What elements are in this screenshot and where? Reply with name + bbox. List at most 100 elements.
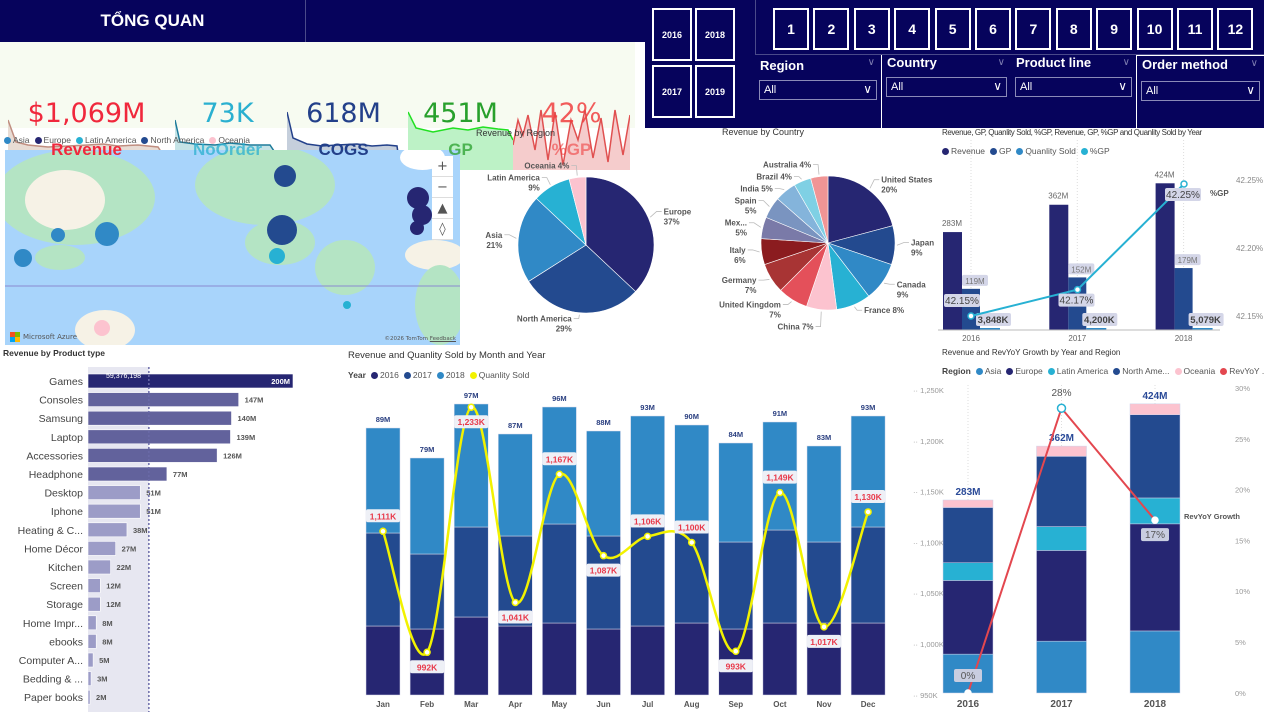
product-bar[interactable]: [87, 671, 92, 686]
region-slice[interactable]: [517, 198, 587, 282]
legend-item[interactable]: North America: [141, 135, 204, 145]
order-method-dropdown[interactable]: All ∨: [1141, 81, 1260, 101]
month-bar-2016[interactable]: [630, 625, 665, 696]
product-bar[interactable]: [87, 522, 128, 538]
feedback-link[interactable]: Feedback: [429, 336, 456, 342]
revenue-bar[interactable]: [1155, 183, 1175, 330]
month-bar-2017[interactable]: [718, 541, 754, 630]
product-bar[interactable]: [87, 410, 232, 426]
month-bar-2016[interactable]: [674, 622, 709, 696]
map-bubble-latin-america[interactable]: [269, 248, 285, 264]
region-bar-segment[interactable]: [942, 562, 994, 581]
month-bar-2017[interactable]: [762, 529, 798, 624]
month-button-6[interactable]: 6: [975, 8, 1011, 50]
month-button-9[interactable]: 9: [1096, 8, 1133, 50]
month-bar-2018[interactable]: [630, 415, 665, 528]
region-bar-segment[interactable]: [1036, 445, 1087, 457]
map-bubble-north-america[interactable]: [267, 215, 297, 245]
product-bar[interactable]: [87, 578, 101, 593]
month-bar-2016[interactable]: [542, 622, 577, 696]
quantity-point[interactable]: [599, 551, 608, 560]
legend-item[interactable]: Oceania: [209, 135, 250, 145]
month-bar-2018[interactable]: [806, 445, 842, 543]
product-bar[interactable]: [87, 634, 97, 649]
month-bar-2017[interactable]: [586, 535, 621, 630]
product-bar[interactable]: [87, 503, 141, 519]
revenue-bar[interactable]: [943, 232, 962, 330]
region-bar-segment[interactable]: [1129, 414, 1181, 499]
year-button-2019[interactable]: 2019: [695, 65, 735, 118]
legend-item[interactable]: Revenue: [942, 146, 985, 156]
country-slice[interactable]: [810, 175, 829, 244]
month-button-2[interactable]: 2: [813, 8, 850, 50]
region-bar-segment[interactable]: [1036, 456, 1087, 527]
product-bar[interactable]: [87, 485, 141, 500]
tilt-icon[interactable]: ▲: [432, 198, 453, 219]
legend-item[interactable]: RevYoY ...: [1220, 366, 1264, 376]
legend-item[interactable]: Latin America: [75, 135, 136, 145]
region-dropdown[interactable]: All ∨: [759, 80, 877, 100]
chevron-down-icon[interactable]: ∨: [997, 57, 1005, 68]
product-bar[interactable]: [87, 652, 94, 668]
rev-yoy-point[interactable]: [964, 689, 972, 697]
month-button-8[interactable]: 8: [1055, 8, 1092, 50]
quantity-point[interactable]: [643, 532, 652, 541]
map-bubble-oceania[interactable]: [94, 320, 110, 336]
month-bar-2017[interactable]: [409, 553, 445, 630]
month-bar-2018[interactable]: [674, 424, 709, 534]
pct-gp-point[interactable]: [1073, 285, 1082, 294]
map-canvas[interactable]: [5, 150, 460, 345]
month-button-11[interactable]: 11: [1177, 8, 1213, 50]
zoom-in-icon[interactable]: +: [432, 156, 453, 177]
month-bar-2016[interactable]: [453, 616, 489, 696]
month-button-4[interactable]: 4: [894, 8, 931, 50]
year-button-2017[interactable]: 2017: [652, 65, 692, 118]
map-bubble-asia[interactable]: [14, 249, 32, 267]
revenue-bar[interactable]: [1049, 204, 1069, 330]
region-slice[interactable]: [568, 176, 587, 246]
product-bar[interactable]: [87, 373, 294, 389]
legend-item[interactable]: 2018: [436, 370, 465, 380]
region-bar-segment[interactable]: [942, 507, 994, 563]
legend-item[interactable]: Oceania: [1174, 366, 1215, 376]
quantity-point[interactable]: [732, 647, 740, 656]
month-button-1[interactable]: 1: [773, 8, 809, 50]
region-bar-segment[interactable]: [1036, 640, 1087, 694]
chevron-down-icon[interactable]: ∨: [1122, 57, 1130, 68]
legend-item[interactable]: Asia: [975, 366, 1001, 376]
legend-item[interactable]: Quanlity Sold: [469, 370, 529, 380]
region-bar-segment[interactable]: [942, 499, 994, 508]
region-bar-segment[interactable]: [1129, 403, 1181, 415]
legend-item[interactable]: 2017: [403, 370, 432, 380]
legend-item[interactable]: Europe: [1006, 366, 1043, 376]
pct-gp-point[interactable]: [1180, 180, 1188, 188]
month-bar-2016[interactable]: [365, 625, 401, 696]
map-bubble-europe[interactable]: [410, 221, 424, 235]
month-bar-2017[interactable]: [850, 526, 886, 624]
region-bar-segment[interactable]: [1036, 550, 1087, 642]
product-bar[interactable]: [87, 541, 116, 556]
quantity-bar[interactable]: [980, 328, 1000, 330]
month-bar-2016[interactable]: [850, 622, 886, 696]
legend-item[interactable]: Asia: [4, 135, 30, 145]
region-bar-segment[interactable]: [1036, 526, 1087, 551]
map-bubble-europe[interactable]: [407, 187, 429, 209]
month-bar-2016[interactable]: [498, 625, 533, 696]
month-bar-2016[interactable]: [586, 628, 621, 696]
region-bar-segment[interactable]: [1129, 630, 1181, 694]
chevron-down-icon[interactable]: ∨: [1250, 58, 1258, 69]
month-bar-2017[interactable]: [453, 526, 489, 618]
region-slice[interactable]: [528, 244, 636, 314]
month-button-10[interactable]: 10: [1136, 8, 1173, 50]
month-bar-2018[interactable]: [718, 442, 754, 543]
month-bar-2018[interactable]: [409, 457, 445, 555]
quantity-point[interactable]: [776, 488, 784, 497]
quantity-point[interactable]: [687, 538, 696, 547]
map-bubble-north-america[interactable]: [274, 165, 296, 187]
month-button-7[interactable]: 7: [1015, 8, 1052, 50]
map-visual[interactable]: + − ▲ ◊ Microsoft Azure ©2026 TomTom Fee…: [5, 150, 460, 345]
legend-item[interactable]: Europe: [34, 135, 71, 145]
map-bubble-europe[interactable]: [412, 205, 432, 225]
zoom-out-icon[interactable]: −: [432, 177, 453, 198]
map-bubble-latin-america[interactable]: [343, 301, 351, 309]
